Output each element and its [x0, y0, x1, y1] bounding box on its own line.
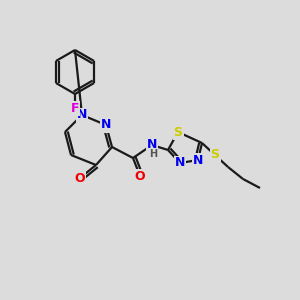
Text: N: N	[175, 157, 185, 169]
Text: F: F	[71, 101, 79, 115]
Text: O: O	[135, 169, 145, 182]
Text: S: S	[173, 125, 182, 139]
Text: H: H	[149, 149, 157, 159]
Text: N: N	[77, 109, 87, 122]
Text: S: S	[211, 148, 220, 161]
Text: O: O	[75, 172, 85, 184]
Text: N: N	[147, 139, 157, 152]
Text: N: N	[101, 118, 111, 131]
Text: N: N	[193, 154, 203, 166]
